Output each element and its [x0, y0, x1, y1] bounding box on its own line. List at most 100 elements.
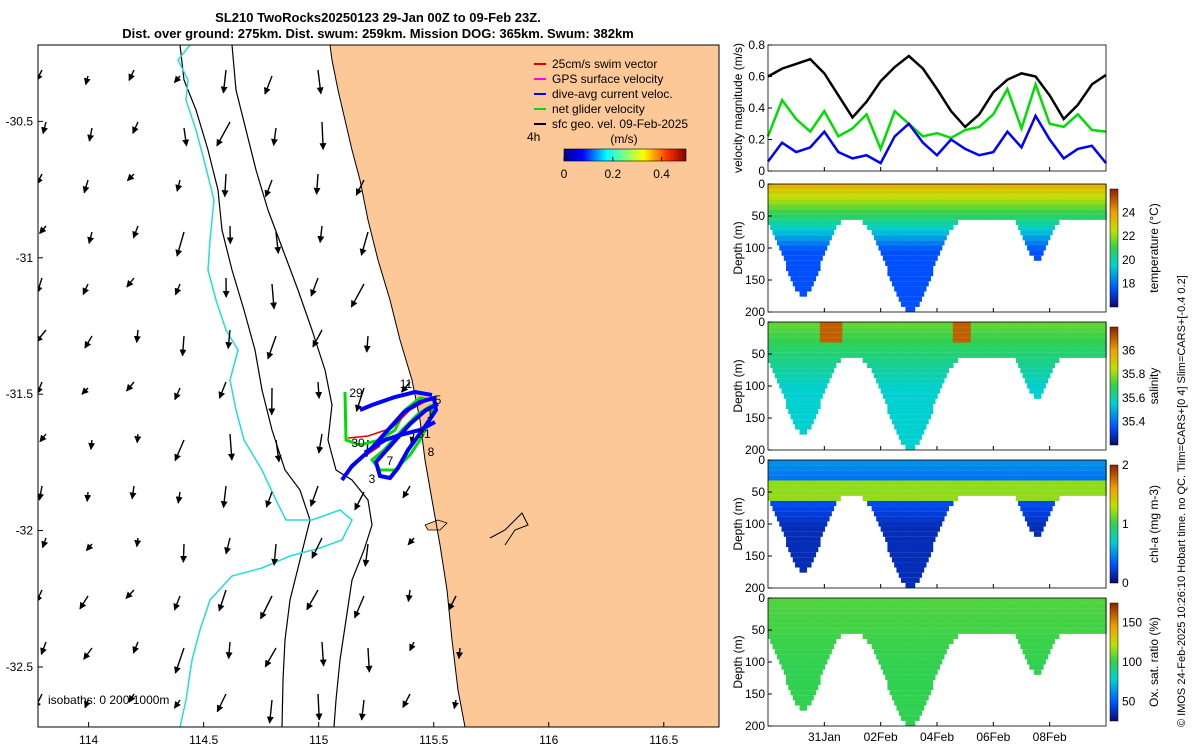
profile-cell [801, 398, 805, 404]
profile-cell [1092, 189, 1096, 195]
profile-cell [1038, 352, 1042, 358]
profile-cell [916, 495, 920, 501]
profile-cell [876, 189, 880, 195]
profile-cell [885, 209, 889, 215]
profile-cell [1029, 327, 1033, 333]
profile-cell [1015, 327, 1019, 333]
profile-cell [1020, 337, 1024, 343]
profile-cell [903, 378, 907, 384]
profile-cell [797, 403, 801, 410]
profile-cell [1063, 327, 1067, 333]
profile-cell [896, 276, 900, 282]
profile-cell [822, 383, 826, 389]
profile-cell [817, 536, 821, 542]
profile-cell [777, 368, 781, 374]
profile-cell [882, 465, 886, 471]
profile-cell [959, 189, 963, 195]
profile-cell [1051, 209, 1055, 215]
profile-cell [930, 495, 934, 501]
profile-cell [907, 337, 911, 343]
profile-cell [1031, 204, 1035, 210]
profile-cell [1049, 357, 1053, 363]
profile-cell [1002, 322, 1006, 328]
profile-cell [792, 516, 796, 522]
profile-cell [927, 541, 931, 548]
profile-cell [860, 465, 864, 471]
profile-cell [964, 204, 968, 210]
profile-cell [1031, 368, 1035, 374]
profile-cell [804, 230, 808, 236]
profile-cell [993, 194, 997, 200]
profile-cell [797, 337, 801, 343]
profile-cell [806, 352, 810, 358]
profile-cell [815, 352, 819, 358]
profile-cell [813, 224, 817, 231]
profile-cell [896, 465, 900, 471]
profile-cell [1013, 352, 1017, 358]
profile-cell [774, 490, 778, 496]
profile-cell [869, 500, 873, 507]
profile-cell [1013, 342, 1017, 348]
profile-cell [837, 465, 841, 471]
profile-cell [777, 224, 781, 231]
profile-cell [817, 347, 821, 353]
profile-cell [885, 368, 889, 374]
profile-cell [903, 398, 907, 404]
profile-cell [923, 419, 927, 425]
profile-cell [900, 434, 904, 440]
profile-cell [781, 500, 785, 507]
profile-cell [923, 562, 927, 568]
profile-cell [867, 332, 871, 338]
profile-cell [858, 485, 862, 491]
profile-cell [871, 470, 875, 476]
profile-cell [1033, 373, 1037, 379]
profile-cell [792, 219, 796, 225]
profile-cell [815, 260, 819, 266]
velocity-arrow [84, 335, 93, 349]
profile-cell [909, 306, 913, 312]
profile-cell [1054, 357, 1058, 363]
profile-cell [842, 490, 846, 496]
profile-cell [844, 327, 848, 333]
profile-cell [914, 291, 918, 297]
profile-cell [1092, 327, 1096, 333]
profile-cell [923, 414, 927, 420]
profile-cell [1045, 357, 1049, 363]
profile-cell [912, 219, 916, 225]
profile-cell [774, 470, 778, 476]
profile-cell [977, 342, 981, 348]
profile-cell [934, 250, 938, 256]
profile-cell [855, 352, 859, 358]
profile-cell [768, 327, 771, 333]
profile-cell [903, 352, 907, 358]
profile-cell [979, 347, 983, 353]
profile-cell [846, 485, 850, 491]
profile-cell [786, 526, 790, 532]
profile-cell [792, 352, 796, 358]
profile-cell [799, 260, 803, 266]
profile-cell [943, 357, 947, 363]
profile-cell [914, 531, 918, 537]
profile-cell [1045, 332, 1049, 338]
profile-cell [779, 214, 783, 220]
profile-cell [1083, 189, 1087, 195]
profile-cell [806, 475, 810, 481]
profile-cell [907, 434, 911, 440]
profile-cell [806, 342, 810, 348]
profile-cell [867, 184, 871, 190]
profile-cell [777, 516, 781, 522]
profile-cell [867, 337, 871, 343]
profile-cell [846, 327, 850, 333]
profile-cell [909, 567, 913, 573]
profile-cell [882, 224, 886, 231]
profile-cell [1101, 214, 1105, 220]
profile-cell [898, 332, 902, 338]
velocity-arrow [225, 329, 233, 350]
profile-cell [873, 460, 877, 466]
profile-cell [937, 357, 940, 363]
profile-cell [783, 526, 787, 532]
profile-cell [907, 214, 911, 220]
profile-cell [1006, 332, 1010, 338]
profile-cell [790, 332, 794, 338]
profile-cell [880, 352, 884, 358]
